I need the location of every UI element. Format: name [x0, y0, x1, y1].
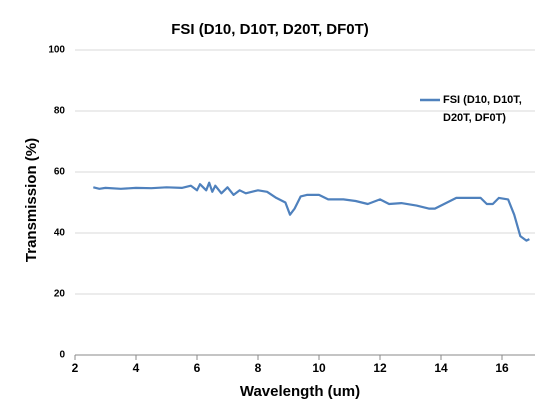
- x-axis-title: Wavelength (um): [240, 383, 360, 400]
- x-tick-label: 6: [194, 361, 201, 375]
- x-tick-label: 16: [495, 361, 509, 375]
- legend-label: FSI (D10, D10T, D20T, DF0T): [443, 94, 522, 124]
- x-tick-label: 12: [373, 361, 387, 375]
- x-tick-label: 10: [312, 361, 326, 375]
- x-tick-label: 8: [255, 361, 262, 375]
- data-line: [93, 181, 530, 242]
- y-tick-label: 100: [48, 45, 65, 56]
- y-tick-label: 20: [54, 289, 66, 300]
- y-tick-label: 0: [59, 350, 65, 361]
- y-tick-label: 80: [54, 106, 66, 117]
- y-axis-title: Transmission (%): [23, 138, 40, 262]
- y-tick-label: 40: [54, 228, 66, 239]
- x-tick-label: 2: [72, 361, 79, 375]
- x-tick-label: 4: [133, 361, 140, 375]
- y-tick-label: 60: [54, 167, 66, 178]
- x-tick-label: 14: [434, 361, 448, 375]
- chart-title: FSI (D10, D10T, D20T, DF0T): [171, 21, 369, 38]
- legend-item: FSI (D10, D10T, D20T, DF0T): [443, 94, 522, 124]
